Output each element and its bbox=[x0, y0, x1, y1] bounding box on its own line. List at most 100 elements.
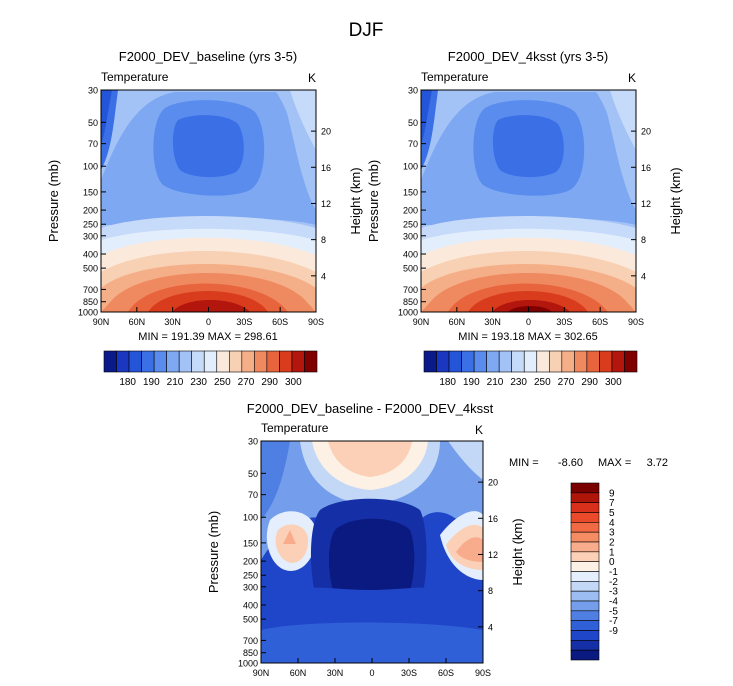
y-tick-label: 70 bbox=[408, 139, 418, 149]
y-tick-label: 300 bbox=[243, 582, 258, 592]
y-tick-label: 70 bbox=[88, 139, 98, 149]
y-tick-label: 1000 bbox=[78, 308, 98, 318]
height-tick-label: 16 bbox=[488, 514, 498, 524]
colorbar-label: 9 bbox=[609, 488, 615, 499]
variable-label: Temperature bbox=[421, 70, 489, 84]
colorbar-label: 0 bbox=[609, 557, 615, 568]
y-tick-label: 400 bbox=[403, 249, 418, 259]
colorbar-label: 190 bbox=[143, 377, 160, 388]
colorbar-swatch bbox=[291, 350, 305, 373]
colorbar-swatch bbox=[574, 350, 588, 373]
figure-title: DJF bbox=[349, 20, 384, 41]
colorbar-swatch bbox=[511, 350, 525, 373]
colorbar-swatch bbox=[191, 350, 205, 373]
y-tick-label: 400 bbox=[243, 600, 258, 610]
colorbar-label: 290 bbox=[261, 377, 278, 388]
colorbar-swatch bbox=[570, 620, 600, 631]
units-label: K bbox=[308, 71, 316, 85]
height-tick-label: 8 bbox=[321, 235, 326, 245]
y-tick-label: 700 bbox=[83, 285, 98, 295]
colorbar-label: -2 bbox=[609, 577, 618, 588]
y-axis-label-right: Height (km) bbox=[668, 167, 683, 234]
y-tick-label: 250 bbox=[403, 220, 418, 230]
colorbar-swatch bbox=[228, 350, 243, 373]
colorbar-swatch bbox=[611, 350, 625, 373]
height-tick-label: 16 bbox=[321, 163, 331, 173]
x-tick-label: 30N bbox=[164, 317, 181, 327]
colorbar-label: 270 bbox=[238, 377, 255, 388]
colorbar-swatch bbox=[473, 350, 487, 373]
colorbar-swatch bbox=[570, 630, 600, 641]
y-tick-label: 250 bbox=[243, 571, 258, 581]
y-tick-label: 500 bbox=[243, 615, 258, 625]
colorbar-swatch bbox=[116, 350, 130, 373]
y-tick-label: 200 bbox=[243, 557, 258, 567]
colorbar-swatch bbox=[570, 531, 600, 543]
x-tick-label: 30S bbox=[236, 317, 252, 327]
min-value: -8.60 bbox=[558, 457, 583, 469]
colorbar-swatch bbox=[570, 492, 600, 503]
colorbar-swatch bbox=[570, 610, 600, 621]
y-tick-label: 300 bbox=[83, 231, 98, 241]
colorbar-swatch bbox=[203, 350, 218, 373]
colorbar-swatch bbox=[570, 571, 600, 582]
colorbar-label: 230 bbox=[510, 377, 527, 388]
colorbar-swatch bbox=[266, 350, 280, 373]
x-tick-label: 60S bbox=[438, 668, 454, 678]
colorbar-swatch bbox=[570, 502, 600, 513]
height-tick-label: 20 bbox=[321, 127, 331, 137]
colorbar-label: -5 bbox=[609, 606, 618, 617]
height-tick-label: 4 bbox=[641, 271, 646, 281]
height-tick-label: 8 bbox=[488, 586, 493, 596]
colorbar-swatch bbox=[570, 512, 600, 523]
height-tick-label: 20 bbox=[488, 478, 498, 488]
colorbar-swatch bbox=[241, 350, 255, 373]
colorbar-swatch bbox=[448, 350, 462, 373]
colorbar-swatch bbox=[153, 350, 167, 373]
colorbar-swatch bbox=[128, 350, 142, 373]
colorbar-swatch bbox=[586, 350, 600, 373]
y-tick-label: 500 bbox=[83, 264, 98, 274]
height-tick-label: 8 bbox=[641, 235, 646, 245]
x-tick-label: 90S bbox=[628, 317, 644, 327]
y-tick-label: 850 bbox=[243, 648, 258, 658]
colorbar-label: 4 bbox=[609, 518, 615, 529]
colorbar-swatch bbox=[216, 350, 230, 373]
y-tick-label: 700 bbox=[403, 285, 418, 295]
y-tick-label: 250 bbox=[83, 220, 98, 230]
colorbar-swatch bbox=[570, 561, 600, 572]
colorbar-label: 1 bbox=[609, 547, 615, 558]
x-tick-label: 90N bbox=[93, 317, 110, 327]
colorbar-swatch bbox=[570, 590, 600, 602]
y-tick-label: 300 bbox=[403, 231, 418, 241]
colorbar-swatch bbox=[304, 350, 318, 373]
y-tick-label: 700 bbox=[243, 636, 258, 646]
y-tick-label: 1000 bbox=[398, 308, 418, 318]
y-tick-label: 30 bbox=[408, 86, 418, 96]
units-label: K bbox=[475, 423, 483, 437]
colorbar-swatch bbox=[548, 350, 563, 373]
x-tick-label: 0 bbox=[526, 317, 531, 327]
colorbar-swatch bbox=[570, 522, 600, 533]
height-tick-label: 16 bbox=[641, 163, 651, 173]
colorbar-swatch bbox=[599, 350, 613, 373]
y-tick-label: 150 bbox=[83, 187, 98, 197]
colorbar-swatch bbox=[561, 350, 575, 373]
colorbar-swatch bbox=[570, 649, 600, 661]
height-tick-label: 4 bbox=[321, 271, 326, 281]
height-tick-label: 12 bbox=[321, 199, 331, 209]
y-tick-label: 200 bbox=[83, 206, 98, 216]
x-tick-label: 60N bbox=[449, 317, 466, 327]
colorbar-label: 300 bbox=[285, 377, 302, 388]
colorbar-label: 2 bbox=[609, 538, 615, 549]
colorbar-swatch bbox=[570, 551, 600, 562]
y-axis-label: Pressure (mb) bbox=[206, 511, 221, 593]
y-tick-label: 200 bbox=[403, 206, 418, 216]
contour-field bbox=[421, 90, 636, 312]
min-max-stats: MIN = 193.18 MAX = 302.65 bbox=[458, 331, 597, 343]
y-tick-label: 50 bbox=[408, 118, 418, 128]
contour-field bbox=[261, 441, 483, 663]
colorbar-swatch bbox=[436, 350, 450, 373]
variable-label: Temperature bbox=[261, 421, 329, 435]
colorbar-label: -7 bbox=[609, 616, 618, 627]
